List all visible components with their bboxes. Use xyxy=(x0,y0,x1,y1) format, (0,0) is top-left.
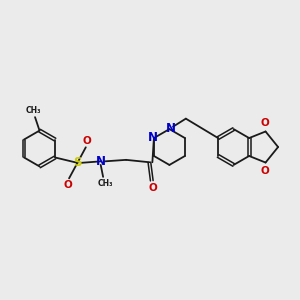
Text: N: N xyxy=(166,122,176,135)
Text: CH₃: CH₃ xyxy=(26,106,41,115)
Text: O: O xyxy=(261,166,269,176)
Text: CH₃: CH₃ xyxy=(98,179,113,188)
Text: O: O xyxy=(149,183,158,193)
Text: O: O xyxy=(63,180,72,190)
Text: O: O xyxy=(83,136,92,146)
Text: S: S xyxy=(73,156,82,169)
Text: N: N xyxy=(147,131,158,144)
Text: O: O xyxy=(261,118,269,128)
Text: N: N xyxy=(96,155,106,168)
